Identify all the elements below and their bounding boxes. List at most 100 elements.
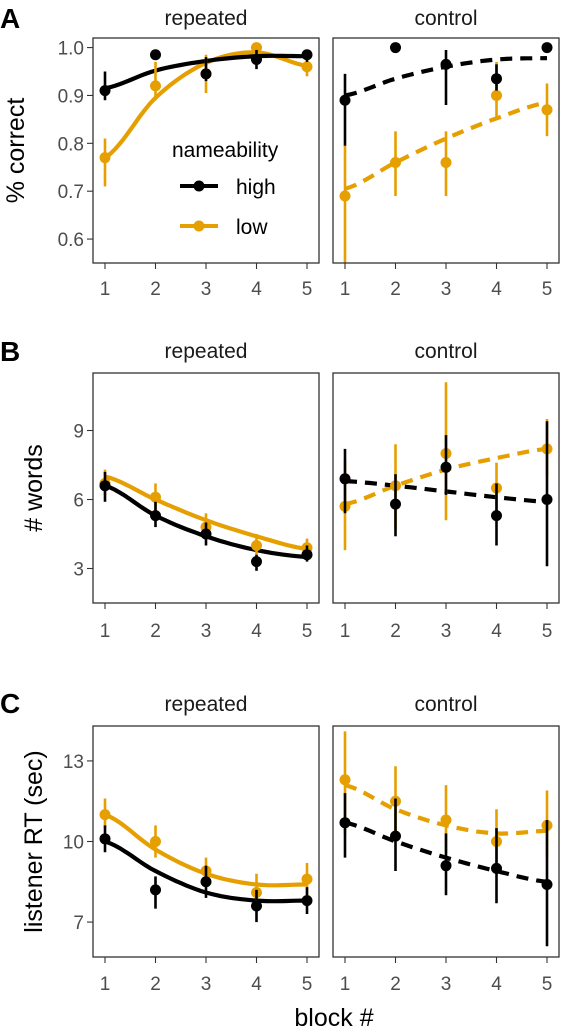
panel-border	[92, 37, 320, 264]
y-tick-label: 0.9	[58, 86, 84, 107]
data-point-high	[390, 42, 401, 54]
data-point-high	[541, 42, 553, 54]
x-tick-label: 4	[251, 279, 262, 300]
x-tick-label: 4	[251, 974, 262, 995]
y-tick-label: 13	[63, 752, 84, 773]
panel-border	[92, 372, 320, 604]
x-tick-label: 2	[150, 974, 161, 995]
data-point-high	[99, 480, 111, 492]
y-tick-label: 0.8	[58, 134, 84, 155]
x-tick-label: 3	[201, 279, 212, 300]
data-point-low	[150, 80, 161, 92]
data-point-low	[251, 42, 262, 54]
x-tick-label: 5	[302, 974, 313, 995]
panel-label-c: C	[0, 688, 20, 719]
facet-strip-label: repeated	[165, 693, 248, 716]
data-point-high	[150, 884, 161, 896]
fit-line-low	[344, 100, 548, 191]
y-tick-label: 6	[73, 491, 84, 512]
data-point-high	[541, 494, 553, 505]
legend-title: nameability	[172, 139, 279, 162]
x-tick-label: 2	[150, 279, 161, 300]
x-tick-label: 4	[491, 279, 502, 300]
x-tick-label: 2	[390, 279, 401, 300]
data-point-high	[339, 94, 351, 106]
panel-border	[332, 725, 560, 958]
x-tick-label: 1	[100, 974, 111, 995]
y-axis-title: listener RT (sec)	[20, 750, 48, 932]
data-point-high	[390, 498, 401, 510]
data-point-high	[150, 49, 161, 61]
row-b: B # words 3 6 9 repeated 1 2 3 4 5 control 1 2 3 4 5	[0, 336, 560, 642]
data-point-high	[339, 817, 351, 829]
x-tick-label: 4	[491, 621, 502, 642]
data-point-low	[99, 809, 111, 821]
data-point-low	[150, 491, 161, 503]
data-point-high	[99, 85, 111, 97]
y-tick-label: 0.7	[58, 182, 84, 203]
x-tick-label: 5	[542, 279, 553, 300]
data-point-high	[200, 528, 212, 540]
legend-label-low: low	[236, 216, 268, 239]
data-point-high	[251, 900, 262, 912]
panel-b-repeated: repeated 1 2 3 4 5	[92, 340, 320, 642]
facet-strip-label: control	[414, 693, 477, 716]
x-tick-label: 2	[390, 621, 401, 642]
data-point-high	[339, 473, 351, 485]
y-tick-label: 0.6	[58, 230, 84, 251]
data-point-low	[390, 156, 401, 168]
data-point-high	[301, 549, 313, 561]
panel-border	[332, 372, 560, 604]
data-point-high	[251, 54, 262, 66]
panel-c-repeated: repeated 1 2 3 4 5	[92, 693, 320, 995]
legend-key-point-low	[193, 220, 205, 232]
facet-strip-label: control	[414, 340, 477, 363]
data-point-high	[301, 49, 313, 61]
x-tick-label: 1	[340, 621, 351, 642]
data-point-low	[491, 89, 502, 101]
x-axis-title: block #	[294, 1004, 373, 1028]
data-point-low	[251, 540, 262, 551]
panel-label-a: A	[0, 3, 20, 34]
x-tick-label: 3	[441, 621, 452, 642]
data-point-low	[440, 156, 452, 168]
x-tick-label: 1	[340, 279, 351, 300]
legend-key-point-high	[193, 180, 205, 192]
panel-b-control: control 1 2 3 4 5	[332, 340, 560, 642]
data-point-low	[440, 814, 452, 826]
y-tick-label: 7	[73, 913, 84, 934]
data-point-high	[390, 830, 401, 842]
data-point-low	[541, 104, 553, 116]
panel-a-control: control 1 2 3 4 5	[332, 7, 560, 300]
y-axis-title: # words	[20, 444, 48, 532]
x-tick-label: 3	[201, 974, 212, 995]
x-tick-label: 5	[542, 974, 553, 995]
data-point-low	[301, 61, 313, 73]
panel-border	[332, 37, 560, 264]
facet-strip-label: control	[414, 7, 477, 30]
y-tick-label: 3	[73, 560, 84, 581]
x-tick-label: 4	[491, 974, 502, 995]
x-tick-label: 1	[340, 974, 351, 995]
x-tick-label: 3	[201, 621, 212, 642]
y-tick-label: 1.0	[58, 39, 84, 60]
facet-strip-label: repeated	[165, 340, 248, 363]
data-point-high	[150, 510, 161, 522]
data-point-high	[99, 833, 111, 845]
x-tick-label: 3	[441, 279, 452, 300]
data-point-high	[440, 58, 452, 70]
x-tick-label: 2	[150, 621, 161, 642]
data-point-high	[440, 461, 452, 473]
y-tick-label: 10	[63, 833, 84, 854]
data-point-high	[200, 68, 212, 80]
data-point-low	[339, 190, 351, 202]
y-axis-title: % correct	[2, 98, 30, 204]
data-point-low	[150, 836, 161, 847]
x-tick-label: 5	[302, 279, 313, 300]
panel-border	[92, 725, 320, 958]
data-point-high	[440, 860, 452, 872]
x-tick-label: 5	[302, 621, 313, 642]
